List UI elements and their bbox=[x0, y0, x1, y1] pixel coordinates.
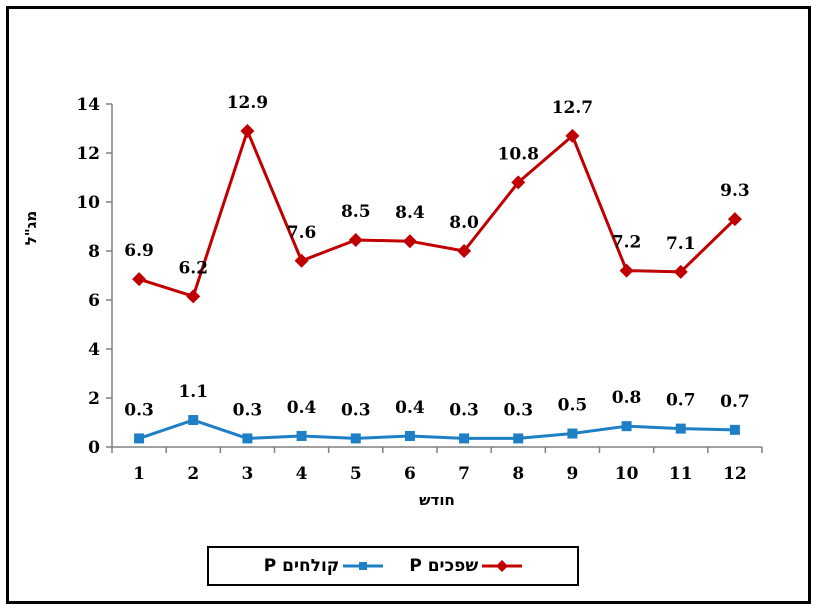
x-tick-label: 3 bbox=[241, 464, 253, 484]
data-label: 0.4 bbox=[287, 398, 317, 418]
y-tick-label: 8 bbox=[88, 242, 100, 262]
data-label: 6.9 bbox=[124, 241, 154, 261]
data-label: 0.3 bbox=[449, 400, 479, 420]
data-label: 7.2 bbox=[612, 233, 642, 253]
data-point bbox=[619, 263, 634, 278]
data-point bbox=[132, 272, 147, 287]
x-tick-label: 5 bbox=[350, 464, 362, 484]
x-tick-label: 11 bbox=[669, 464, 693, 484]
data-label: 0.5 bbox=[558, 396, 588, 416]
x-tick-label: 12 bbox=[723, 464, 747, 484]
y-tick-label: 2 bbox=[88, 389, 100, 409]
data-point bbox=[404, 430, 415, 441]
series-line-0 bbox=[138, 129, 736, 298]
x-tick-label: 8 bbox=[512, 464, 524, 484]
data-point bbox=[296, 430, 307, 441]
y-tick-label: 0 bbox=[88, 438, 100, 458]
series-line-1 bbox=[138, 418, 735, 440]
data-point bbox=[350, 433, 361, 444]
data-point bbox=[727, 212, 742, 227]
y-axis-label: מג"ל bbox=[22, 211, 40, 245]
data-point bbox=[348, 232, 363, 247]
data-point bbox=[673, 264, 688, 279]
data-point bbox=[459, 433, 470, 444]
y-tick-label: 14 bbox=[76, 95, 100, 115]
data-label: 1.1 bbox=[178, 382, 208, 402]
x-tick-label: 10 bbox=[615, 464, 639, 484]
x-tick-label: 6 bbox=[404, 464, 416, 484]
legend-swatch-sewage bbox=[482, 560, 523, 572]
y-tick-label: 4 bbox=[88, 340, 100, 360]
legend-swatch-effluent bbox=[343, 562, 384, 570]
legend-item-effluent: P קולחים bbox=[264, 556, 384, 576]
data-label: 0.3 bbox=[124, 400, 154, 420]
data-point bbox=[621, 421, 632, 432]
data-point bbox=[567, 428, 578, 439]
data-label: 0.7 bbox=[720, 392, 750, 412]
x-axis-label: חודש bbox=[419, 491, 455, 509]
data-label: 8.5 bbox=[341, 202, 371, 222]
data-label: 8.4 bbox=[395, 203, 425, 223]
x-tick-label: 1 bbox=[133, 464, 145, 484]
y-tick-label: 10 bbox=[76, 193, 100, 213]
data-labels: 6.9 6.2 12.9 7.6 8.5 8.4 8.0 10.8 12.7 7.2 7.1 9.3 0… bbox=[124, 93, 749, 420]
y-tick-label: 6 bbox=[88, 291, 100, 311]
x-tick-label: 4 bbox=[296, 464, 308, 484]
data-label: 7.6 bbox=[287, 223, 317, 243]
y-tick-label: 12 bbox=[76, 144, 100, 164]
data-label: 0.4 bbox=[395, 398, 425, 418]
data-label: 10.8 bbox=[498, 144, 539, 164]
data-point bbox=[457, 244, 472, 258]
legend-item-sewage: P שפכים bbox=[409, 556, 523, 576]
data-point bbox=[242, 433, 253, 444]
data-point bbox=[134, 433, 145, 444]
data-point bbox=[186, 289, 201, 304]
data-point bbox=[565, 128, 580, 143]
chart-frame bbox=[6, 6, 811, 604]
data-label: 0.7 bbox=[666, 391, 696, 411]
data-point bbox=[402, 234, 417, 249]
data-label: 6.2 bbox=[178, 258, 208, 278]
x-tick-label: 7 bbox=[458, 464, 470, 484]
data-point bbox=[511, 175, 526, 190]
data-point bbox=[675, 423, 686, 434]
data-point bbox=[240, 123, 255, 138]
data-label: 0.8 bbox=[612, 388, 642, 408]
legend: P שפכים P קולחים bbox=[207, 546, 579, 586]
series-layer bbox=[132, 123, 742, 444]
data-point bbox=[729, 424, 740, 435]
legend-label-sewage: P שפכים bbox=[409, 556, 479, 576]
data-point bbox=[294, 253, 309, 268]
data-point bbox=[188, 415, 199, 426]
data-label: 0.3 bbox=[233, 400, 263, 420]
data-label: 0.3 bbox=[341, 400, 371, 420]
x-tick-label: 9 bbox=[566, 464, 578, 484]
x-tick-label: 2 bbox=[187, 464, 199, 484]
data-label: 12.9 bbox=[227, 93, 268, 113]
data-label: 9.3 bbox=[720, 181, 750, 201]
data-label: 12.7 bbox=[552, 98, 593, 118]
data-label: 8.0 bbox=[449, 213, 479, 233]
legend-label-effluent: P קולחים bbox=[263, 556, 340, 576]
data-label: 0.3 bbox=[503, 400, 533, 420]
data-point bbox=[513, 433, 524, 444]
data-label: 7.1 bbox=[666, 234, 696, 254]
